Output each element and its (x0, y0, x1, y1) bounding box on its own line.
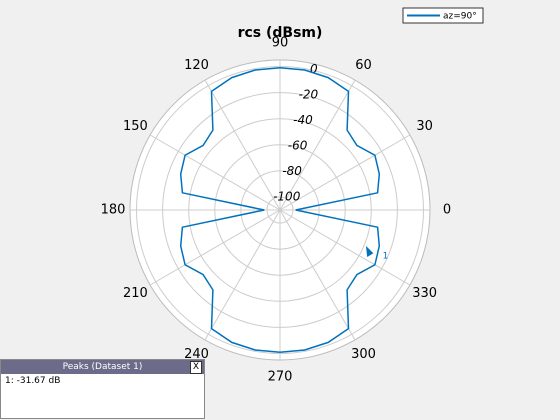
theta-grid-line (279, 209, 411, 286)
legend-label: az=90° (443, 12, 477, 22)
theta-tick-label: 60 (355, 58, 372, 73)
theta-grid-line (149, 134, 281, 211)
r-grid-circle (162, 92, 398, 328)
close-button[interactable]: X (190, 361, 202, 374)
theta-tick-label: 300 (351, 347, 376, 362)
r-tick-label: 0 (310, 62, 318, 76)
r-tick-label: -100 (273, 190, 301, 204)
theta-grid-line (279, 134, 411, 211)
chart-title: rcs (dBsm) (238, 25, 323, 41)
theta-tick-label: 0 (443, 203, 451, 218)
r-grid-circle (214, 144, 346, 276)
theta-tick-label: 330 (412, 286, 437, 301)
r-tick-label: -40 (293, 113, 313, 127)
panel-title-text: Peaks (Dataset 1) (62, 362, 143, 372)
r-tick-label: -60 (288, 139, 308, 153)
peaks-panel: Peaks (Dataset 1) X 1: -31.67 dB (0, 359, 205, 419)
theta-grid-line (149, 209, 281, 286)
r-grid-circle (240, 170, 320, 250)
r-tick-label: -80 (282, 164, 302, 178)
peak-marker (365, 245, 374, 258)
theta-tick-label: 150 (123, 119, 148, 134)
legend-box (402, 7, 484, 24)
theta-tick-label: 180 (101, 203, 126, 218)
theta-grid-line (204, 209, 281, 341)
theta-grid-line (279, 79, 356, 211)
r-tick-label: -20 (299, 88, 319, 102)
theta-tick-label: 210 (123, 286, 148, 301)
theta-tick-label: 30 (416, 119, 433, 134)
panel-title: Peaks (Dataset 1) X (1, 360, 204, 374)
theta-tick-label: 90 (272, 36, 289, 51)
theta-tick-label: 240 (184, 347, 209, 362)
peak-marker-label: 1 (383, 252, 389, 262)
r-grid-circle (136, 66, 424, 354)
r-grid-circle (266, 196, 294, 224)
r-grid-circle (188, 118, 372, 302)
theta-grid-line (279, 209, 356, 341)
theta-grid-line (204, 79, 281, 211)
theta-tick-label: 270 (268, 370, 293, 385)
series-line (179, 67, 381, 353)
theta-tick-label: 120 (184, 58, 209, 73)
peak-entry: 1: -31.67 dB (5, 376, 61, 386)
